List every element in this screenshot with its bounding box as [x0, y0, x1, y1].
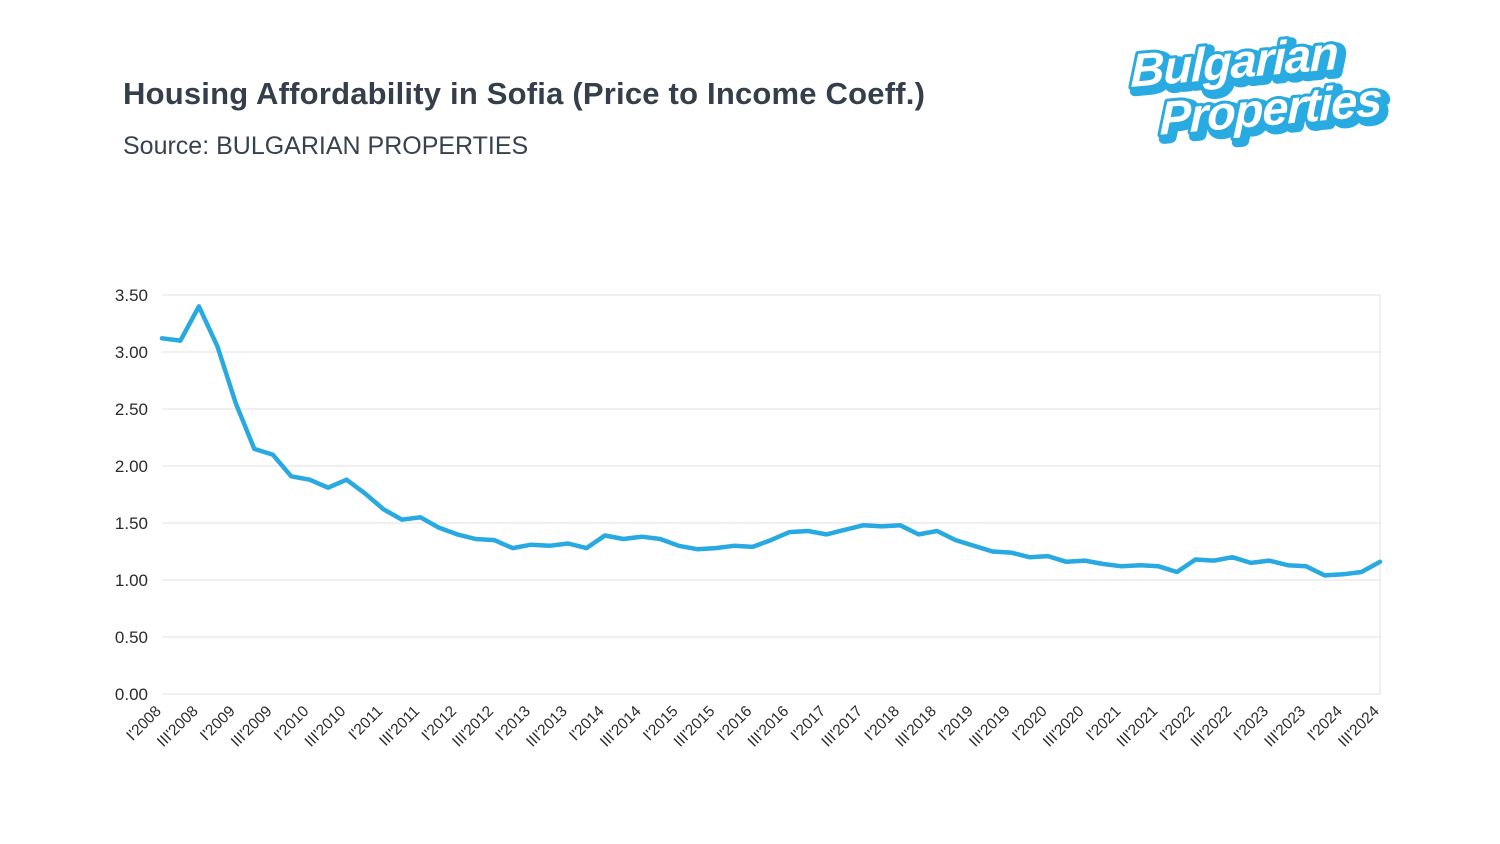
logo-graphic: Bulgarian Properties Bulgarian Propertie… — [1127, 23, 1391, 154]
x-axis-tick-label: III'2010 — [302, 703, 350, 751]
x-axis-tick-label: III'2009 — [228, 703, 276, 751]
x-axis-tick-label: III'2008 — [154, 703, 202, 751]
bulgarian-properties-logo: Bulgarian Properties Bulgarian Propertie… — [1109, 17, 1428, 162]
x-axis-tick-label: III'2020 — [1040, 703, 1088, 751]
y-axis-tick-label: 3.50 — [115, 286, 148, 305]
y-axis-tick-label: 1.00 — [115, 571, 148, 590]
x-axis-tick-label: III'2012 — [449, 703, 497, 751]
y-axis-tick-label: 0.50 — [115, 628, 148, 647]
chart-header: Housing Affordability in Sofia (Price to… — [123, 76, 925, 161]
page-title: Housing Affordability in Sofia (Price to… — [123, 76, 926, 111]
y-axis-tick-label: 2.50 — [115, 400, 148, 419]
data-series-line — [159, 304, 1383, 578]
x-axis-tick-label: III'2011 — [376, 703, 423, 750]
x-axis-tick-label: III'2019 — [966, 703, 1014, 751]
y-axis-tick-label: 2.00 — [115, 457, 148, 476]
x-axis-tick-label: III'2021 — [1114, 703, 1162, 751]
x-axis-tick-label: III'2016 — [745, 703, 793, 751]
x-axis-tick-label: III'2014 — [597, 703, 645, 751]
source-label: Source: BULGARIAN PROPERTIES — [123, 132, 529, 160]
x-axis-tick-label: III'2015 — [671, 703, 719, 751]
x-axis-tick-label: III'2017 — [818, 703, 866, 751]
x-axis-tick-label: III'2018 — [892, 703, 940, 751]
y-axis-tick-label: 1.50 — [115, 514, 148, 533]
y-axis-tick-label: 0.00 — [115, 685, 148, 704]
x-axis-tick-label: III'2023 — [1261, 703, 1309, 751]
x-axis-tick-label: III'2022 — [1188, 703, 1236, 751]
y-axis-tick-label: 3.00 — [115, 343, 148, 362]
x-axis-tick-label: III'2024 — [1335, 703, 1383, 751]
x-axis-tick-label: III'2013 — [523, 703, 571, 751]
